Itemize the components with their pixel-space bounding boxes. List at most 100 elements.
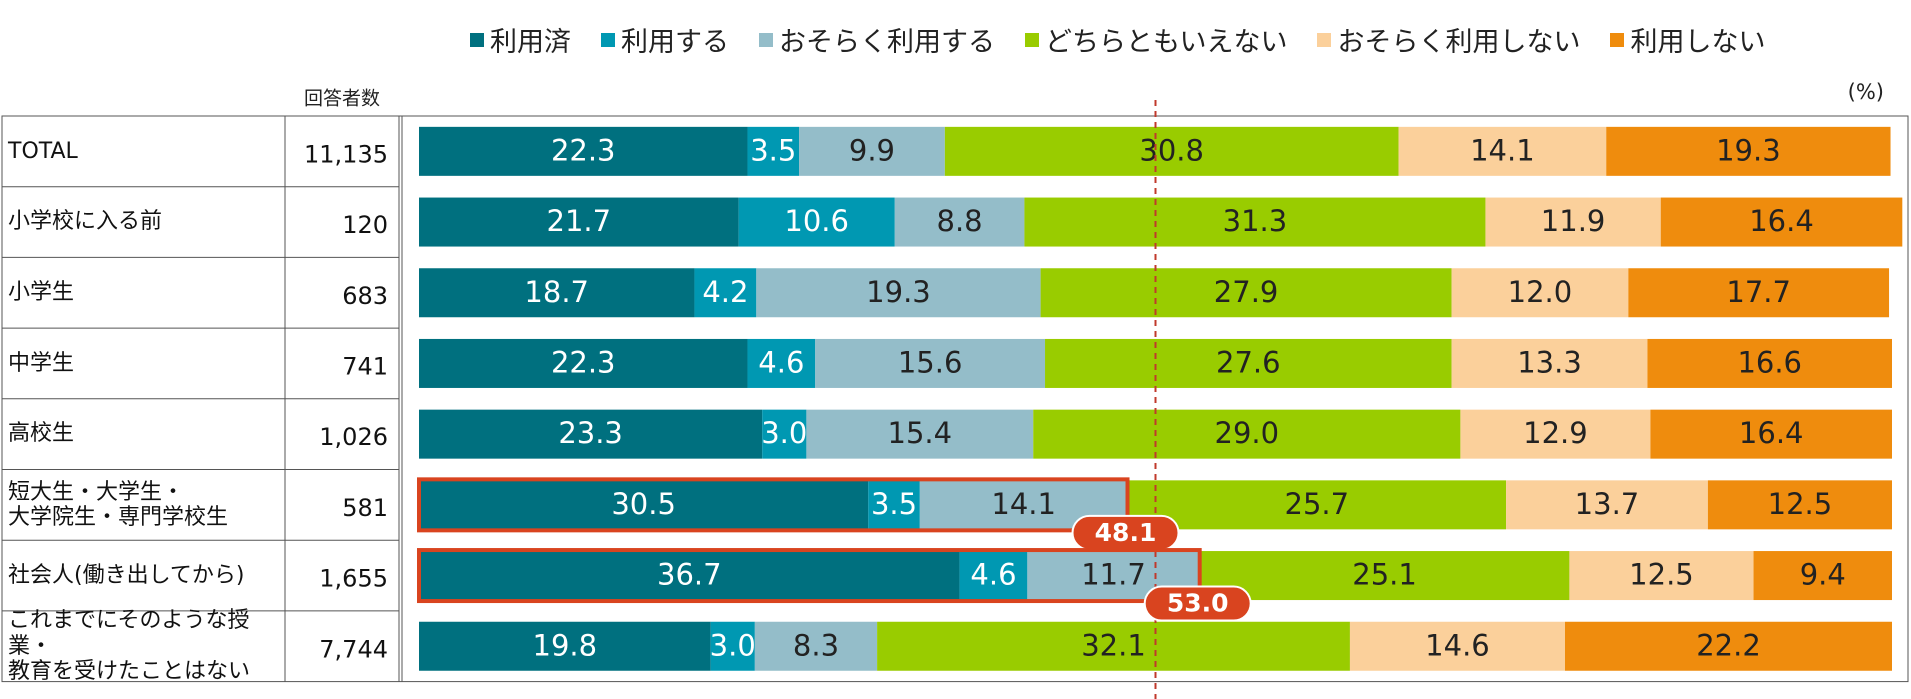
- bar-segment: [1660, 197, 1903, 247]
- row-label: 高校生: [8, 421, 75, 447]
- count-label: 683: [342, 282, 388, 310]
- bar-segment: [815, 338, 1046, 388]
- value-label: 32.1: [1081, 628, 1146, 662]
- bar-segment: [1650, 409, 1892, 459]
- value-label: 15.4: [888, 416, 953, 450]
- count-label: 581: [342, 494, 388, 522]
- value-label: 11.9: [1541, 204, 1606, 238]
- legend-swatch: [470, 32, 484, 47]
- value-label: 22.2: [1696, 628, 1761, 662]
- bar-segment: [1451, 338, 1648, 388]
- bar-segment: [868, 480, 920, 530]
- legend-swatch: [1025, 32, 1039, 47]
- bar-segment: [1485, 197, 1661, 247]
- value-label: 8.3: [793, 628, 839, 662]
- value-label: 3.5: [750, 133, 796, 167]
- value-label: 27.6: [1216, 345, 1281, 379]
- value-label: 4.2: [702, 275, 748, 309]
- value-label: 9.9: [849, 133, 895, 167]
- row-label: 中学生: [8, 350, 75, 376]
- highlight-pill: [1143, 585, 1252, 622]
- bar-segment: [1753, 551, 1892, 601]
- count-label: 1,026: [319, 423, 388, 451]
- legend-label: 利用しない: [1630, 27, 1766, 58]
- legend-item: どちらともいえない: [1025, 20, 1287, 59]
- bar-segment: [1033, 409, 1461, 459]
- value-label: 10.6: [784, 204, 849, 238]
- bar-segment: [754, 621, 878, 671]
- row-label: 社会人(働き出してから): [8, 562, 245, 588]
- value-label: 13.3: [1517, 345, 1582, 379]
- bar-segment: [747, 338, 816, 388]
- highlight-label: 53.0: [1167, 589, 1229, 618]
- value-label: 16.4: [1749, 204, 1814, 238]
- bar-segment: [1564, 621, 1892, 671]
- bar-segment: [799, 126, 945, 176]
- table-mask: [400, 117, 401, 681]
- value-label: 12.5: [1629, 558, 1694, 592]
- highlight-box: [417, 477, 1130, 533]
- legend-item: 利用しない: [1610, 20, 1765, 59]
- bar-segment: [419, 480, 869, 530]
- legend-swatch: [601, 32, 615, 47]
- bar-segment: [959, 551, 1028, 601]
- legend-swatch: [1610, 32, 1625, 47]
- bar-segment: [1199, 551, 1570, 601]
- value-label: 3.0: [761, 416, 807, 450]
- legend-item: 利用済: [470, 20, 571, 59]
- value-label: 22.3: [551, 133, 616, 167]
- value-label: 30.8: [1139, 133, 1204, 167]
- bar-segment: [756, 268, 1041, 318]
- value-label: 4.6: [758, 345, 804, 379]
- bar-segment: [877, 621, 1350, 671]
- value-label: 14.6: [1425, 628, 1490, 662]
- count-label: 120: [342, 211, 388, 239]
- bar-segment: [419, 338, 748, 388]
- bar-segment: [710, 621, 755, 671]
- bar-segment: [419, 268, 695, 318]
- bar-segment: [1451, 268, 1629, 318]
- value-label: 9.4: [1800, 558, 1846, 592]
- legend-label: おそらく利用しない: [1337, 27, 1581, 58]
- bar-segment: [419, 409, 763, 459]
- value-label: 12.0: [1508, 275, 1573, 309]
- value-label: 19.8: [533, 628, 598, 662]
- value-label: 4.6: [970, 558, 1016, 592]
- value-label: 16.4: [1739, 416, 1804, 450]
- legend-label: おそらく利用する: [779, 27, 995, 58]
- legend-swatch: [759, 32, 773, 47]
- row-label: 小学校に入る前: [8, 209, 163, 235]
- bar-segment: [747, 126, 800, 176]
- bar-segment: [738, 197, 895, 247]
- value-label: 13.7: [1575, 487, 1640, 521]
- count-label: 741: [342, 352, 388, 380]
- value-label: 30.5: [611, 487, 676, 521]
- bar-segment: [1628, 268, 1890, 318]
- bar-segment: [1398, 126, 1607, 176]
- value-label: 22.3: [551, 345, 616, 379]
- value-label: 8.8: [937, 204, 983, 238]
- bar-segment: [806, 409, 1034, 459]
- count-label: 1,655: [319, 565, 388, 593]
- legend-item: おそらく利用しない: [1317, 20, 1580, 59]
- bar-segment: [1045, 338, 1452, 388]
- value-label: 21.7: [547, 204, 612, 238]
- legend-item: 利用する: [601, 20, 729, 59]
- row-label: 短大生・大学生・ 大学院生・専門学校生: [8, 479, 229, 530]
- bar-segment: [1024, 197, 1486, 247]
- bar-segment: [1606, 126, 1891, 176]
- bar-segment: [1569, 551, 1754, 601]
- value-label: 14.1: [991, 487, 1056, 521]
- highlight-box: [417, 548, 1202, 604]
- value-label: 11.7: [1081, 558, 1146, 592]
- bar-segment: [1127, 480, 1507, 530]
- unit-label: (%): [1848, 80, 1884, 104]
- bar-segment: [894, 197, 1025, 247]
- count-label: 11,135: [304, 140, 388, 168]
- legend-label: 利用する: [621, 27, 729, 58]
- value-label: 25.1: [1352, 558, 1417, 592]
- value-label: 23.3: [558, 416, 623, 450]
- value-label: 27.9: [1214, 275, 1279, 309]
- legend-label: 利用済: [490, 27, 571, 58]
